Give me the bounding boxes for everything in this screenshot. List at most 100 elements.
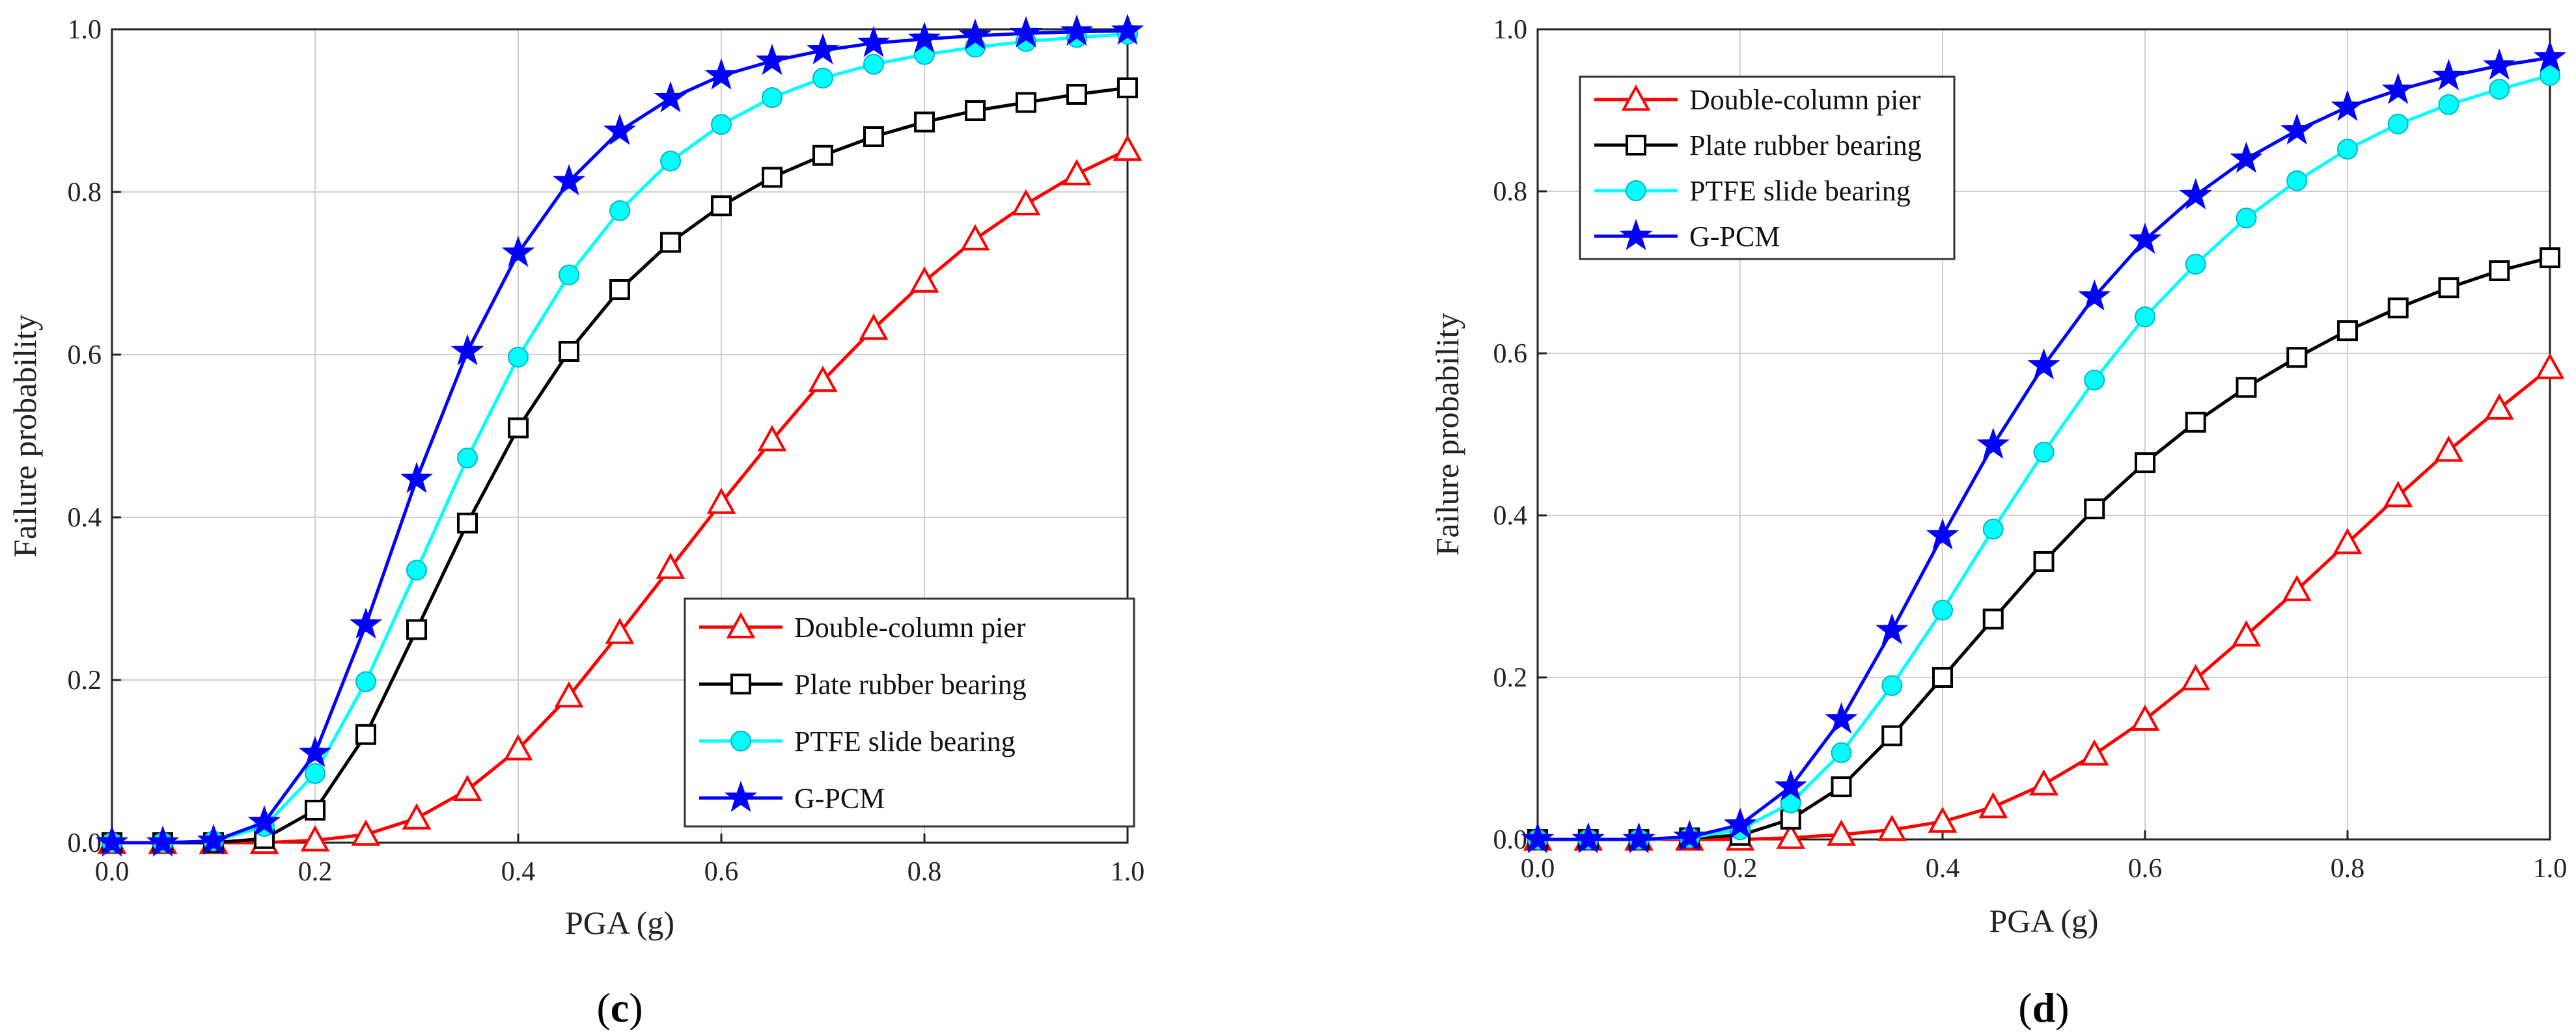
data-point-c-3-18 <box>1009 16 1043 48</box>
x-tick-label-c-4: 0.8 <box>907 857 942 887</box>
data-point-d-0-5 <box>1776 823 1806 849</box>
data-point-c-3-5 <box>349 607 383 639</box>
data-point-c-3-4 <box>298 735 332 767</box>
legend-marker-c-3 <box>724 780 758 812</box>
data-point-d-1-11 <box>2084 498 2105 520</box>
data-point-d-3-13 <box>2179 178 2212 210</box>
legend-marker-c-0 <box>726 612 756 638</box>
data-point-c-0-5 <box>351 819 381 846</box>
data-point-d-1-19 <box>2489 260 2510 282</box>
data-point-c-0-10 <box>605 618 635 644</box>
data-point-c-3-9 <box>552 164 586 196</box>
data-point-c-1-11 <box>660 232 681 253</box>
y-axis-title-d: Failure probability <box>1429 313 1465 556</box>
data-point-d-3-6 <box>1825 702 1858 734</box>
data-point-c-3-10 <box>603 113 637 145</box>
legend-label-d-3: G-PCM <box>1689 221 1780 252</box>
data-point-c-1-19 <box>1066 84 1087 105</box>
legend-label-c-0: Double-column pier <box>794 612 1026 644</box>
data-point-d-3-10 <box>2027 348 2060 380</box>
chart-panel-c: 0.0 0.2 0.4 0.6 0.8 1.0 0.0 0.2 0.4 0.6 0.8 1.0 PGA … <box>7 13 1144 1031</box>
data-point-c-3-16 <box>907 21 941 53</box>
data-point-c-0-19 <box>1062 159 1092 185</box>
y-tick-label-c-1: 0.2 <box>68 666 102 696</box>
data-point-c-0-8 <box>503 734 533 761</box>
data-point-d-0-6 <box>1827 819 1856 846</box>
y-axis-title-c: Failure probability <box>7 314 43 558</box>
legend-label-c-1: Plate rubber bearing <box>794 668 1027 700</box>
data-point-c-2-13 <box>762 87 782 108</box>
data-point-c-3-7 <box>450 334 484 366</box>
y-tick-label-c-4: 0.8 <box>68 178 102 208</box>
y-tick-label-c-5: 1.0 <box>68 15 102 45</box>
data-point-c-3-8 <box>501 236 535 267</box>
y-tick-label-c-2: 0.4 <box>68 503 102 533</box>
data-point-d-3-11 <box>2078 279 2111 311</box>
data-point-c-2-8 <box>508 346 529 368</box>
data-point-c-1-12 <box>711 195 732 217</box>
y-tick-label-c-3: 0.6 <box>68 340 102 370</box>
data-point-d-3-18 <box>2432 59 2465 90</box>
data-point-d-2-17 <box>2387 113 2409 135</box>
data-point-d-3-5 <box>1774 769 1807 801</box>
data-point-d-2-19 <box>2489 79 2510 100</box>
data-point-d-3-8 <box>1926 518 1960 550</box>
data-point-d-2-12 <box>2135 306 2155 327</box>
data-point-d-0-12 <box>2130 704 2160 731</box>
data-point-c-1-10 <box>609 279 630 300</box>
data-point-d-2-13 <box>2185 254 2206 275</box>
data-point-c-2-4 <box>305 763 325 784</box>
data-point-c-2-9 <box>559 264 579 286</box>
legend-label-d-0: Double-column pier <box>1689 84 1921 116</box>
data-point-d-2-14 <box>2236 208 2257 229</box>
data-point-d-2-10 <box>2033 441 2055 463</box>
data-point-c-1-17 <box>965 100 986 121</box>
data-point-d-3-0 <box>1521 822 1555 854</box>
data-point-d-3-16 <box>2331 89 2364 121</box>
data-point-c-0-14 <box>808 365 838 392</box>
data-point-c-0-6 <box>402 803 432 830</box>
data-point-d-3-9 <box>1976 428 2010 459</box>
data-point-c-2-14 <box>812 68 833 88</box>
data-point-c-1-16 <box>914 111 935 133</box>
data-point-c-3-20 <box>1111 13 1144 45</box>
x-tick-label-c-3: 0.6 <box>704 857 739 887</box>
data-point-d-0-16 <box>2333 528 2362 554</box>
data-point-d-2-6 <box>1831 742 1852 763</box>
data-point-c-3-1 <box>146 825 180 857</box>
data-point-c-0-7 <box>452 774 482 801</box>
data-point-c-0-18 <box>1011 189 1041 215</box>
y-tick-label-d-2: 0.4 <box>1493 501 1528 531</box>
data-point-d-0-14 <box>2232 620 2261 647</box>
data-point-d-2-8 <box>1932 599 1953 621</box>
data-point-d-0-20 <box>2535 353 2565 379</box>
data-point-c-2-12 <box>711 114 732 135</box>
x-tick-label-c-0: 0.0 <box>95 857 130 887</box>
data-point-c-3-19 <box>1060 14 1094 46</box>
series-d-3 <box>1521 40 2567 854</box>
data-point-d-1-17 <box>2387 297 2409 319</box>
data-point-d-1-6 <box>1831 776 1852 798</box>
data-point-d-1-9 <box>1982 608 2004 630</box>
x-axis-title-d: PGA (g) <box>1989 903 2098 939</box>
data-point-d-3-1 <box>1572 822 1605 854</box>
y-tick-label-d-0: 0.0 <box>1493 825 1528 855</box>
data-point-c-0-4 <box>300 825 330 852</box>
caption-d: (d) <box>2018 985 2069 1031</box>
legend-marker-d-2 <box>1626 180 1646 201</box>
data-point-d-2-20 <box>2540 64 2560 86</box>
data-point-d-3-7 <box>1876 613 1909 645</box>
data-point-d-0-15 <box>2282 575 2312 601</box>
data-point-d-0-11 <box>2079 739 2109 766</box>
plot-frame-c <box>111 28 1129 844</box>
data-point-c-2-11 <box>660 150 681 172</box>
data-point-c-0-20 <box>1113 134 1143 161</box>
legend-label-c-3: G-PCM <box>794 782 885 814</box>
data-point-d-0-7 <box>1877 814 1907 841</box>
data-point-c-3-6 <box>400 461 434 493</box>
data-point-c-3-12 <box>704 58 738 90</box>
data-point-c-1-14 <box>812 144 833 166</box>
data-point-c-3-11 <box>654 81 687 113</box>
data-point-d-3-12 <box>2128 223 2162 254</box>
